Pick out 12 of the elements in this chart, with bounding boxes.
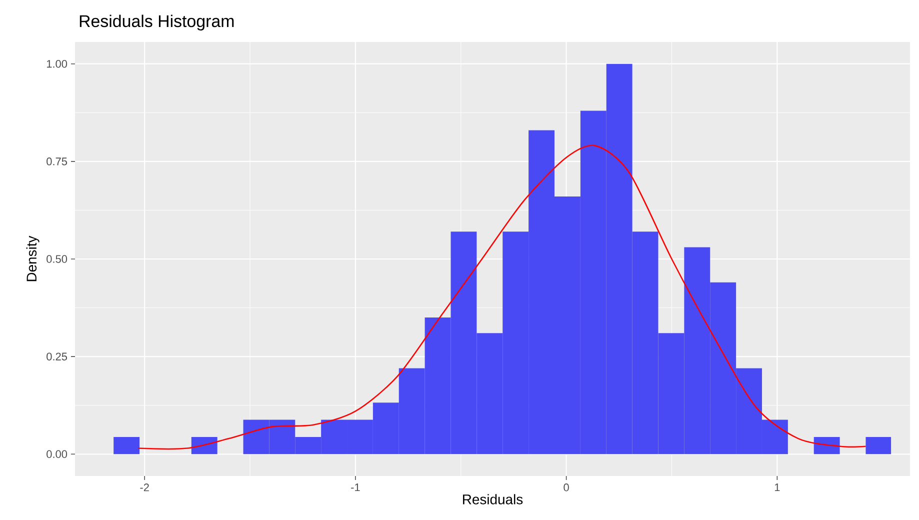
y-axis-title: Density [26, 236, 40, 282]
x-tick-label: -1 [351, 484, 360, 492]
x-tick-label: 1 [774, 484, 780, 492]
x-axis-title: Residuals [463, 494, 523, 504]
x-tick-label: 0 [564, 484, 569, 492]
y-tick-label: 0.00 [46, 450, 68, 458]
y-tick-label: 0.75 [46, 158, 68, 166]
y-tick-label: 0.50 [46, 255, 68, 263]
x-tick-label: -2 [140, 484, 149, 492]
y-tick-label: 1.00 [46, 60, 68, 68]
y-tick-label: 0.25 [46, 352, 68, 360]
chart-title: Residuals Histogram [80, 14, 234, 30]
